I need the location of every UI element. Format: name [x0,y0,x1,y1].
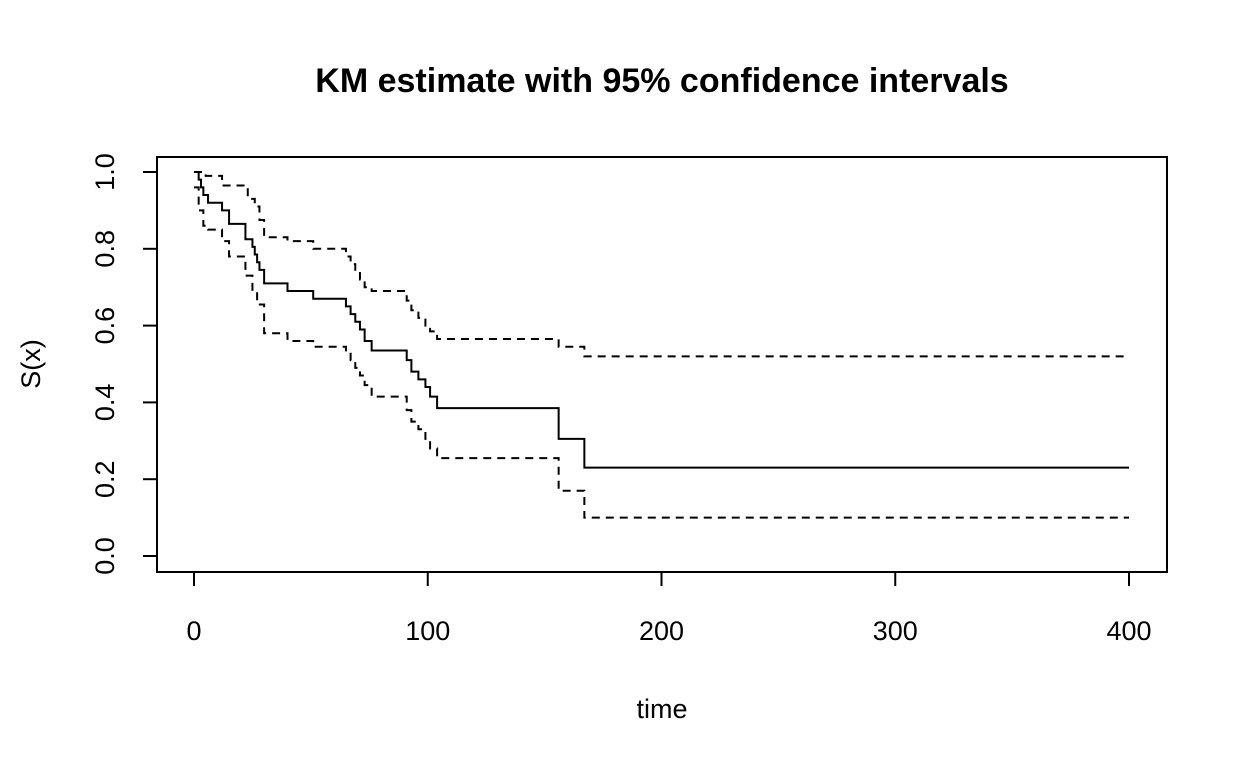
y-tick-label: 0.6 [90,307,120,345]
y-tick-label: 0.2 [90,460,120,498]
y-axis: 0.0 0.2 0.4 0.6 0.8 1.0 [90,153,158,575]
y-axis-label: S(x) [16,339,46,389]
lower-ci-line [194,186,1129,519]
km-estimate-line [194,171,1129,469]
x-axis-label: time [636,694,687,724]
y-tick-label: 0.0 [90,537,120,575]
y-tick-label: 0.4 [90,384,120,422]
x-axis: 0 100 200 300 400 [186,571,1152,646]
plot-frame [156,156,1168,573]
series-layer [194,171,1129,519]
chart-title: KM estimate with 95% confidence interval… [315,62,1008,100]
x-tick-label: 200 [639,616,684,646]
x-tick-label: 100 [405,616,450,646]
upper-ci-line [194,171,1129,358]
x-tick-label: 0 [186,616,201,646]
x-tick-label: 400 [1106,616,1151,646]
y-tick-label: 1.0 [90,153,120,191]
x-tick-label: 300 [873,616,918,646]
y-tick-label: 0.8 [90,230,120,268]
